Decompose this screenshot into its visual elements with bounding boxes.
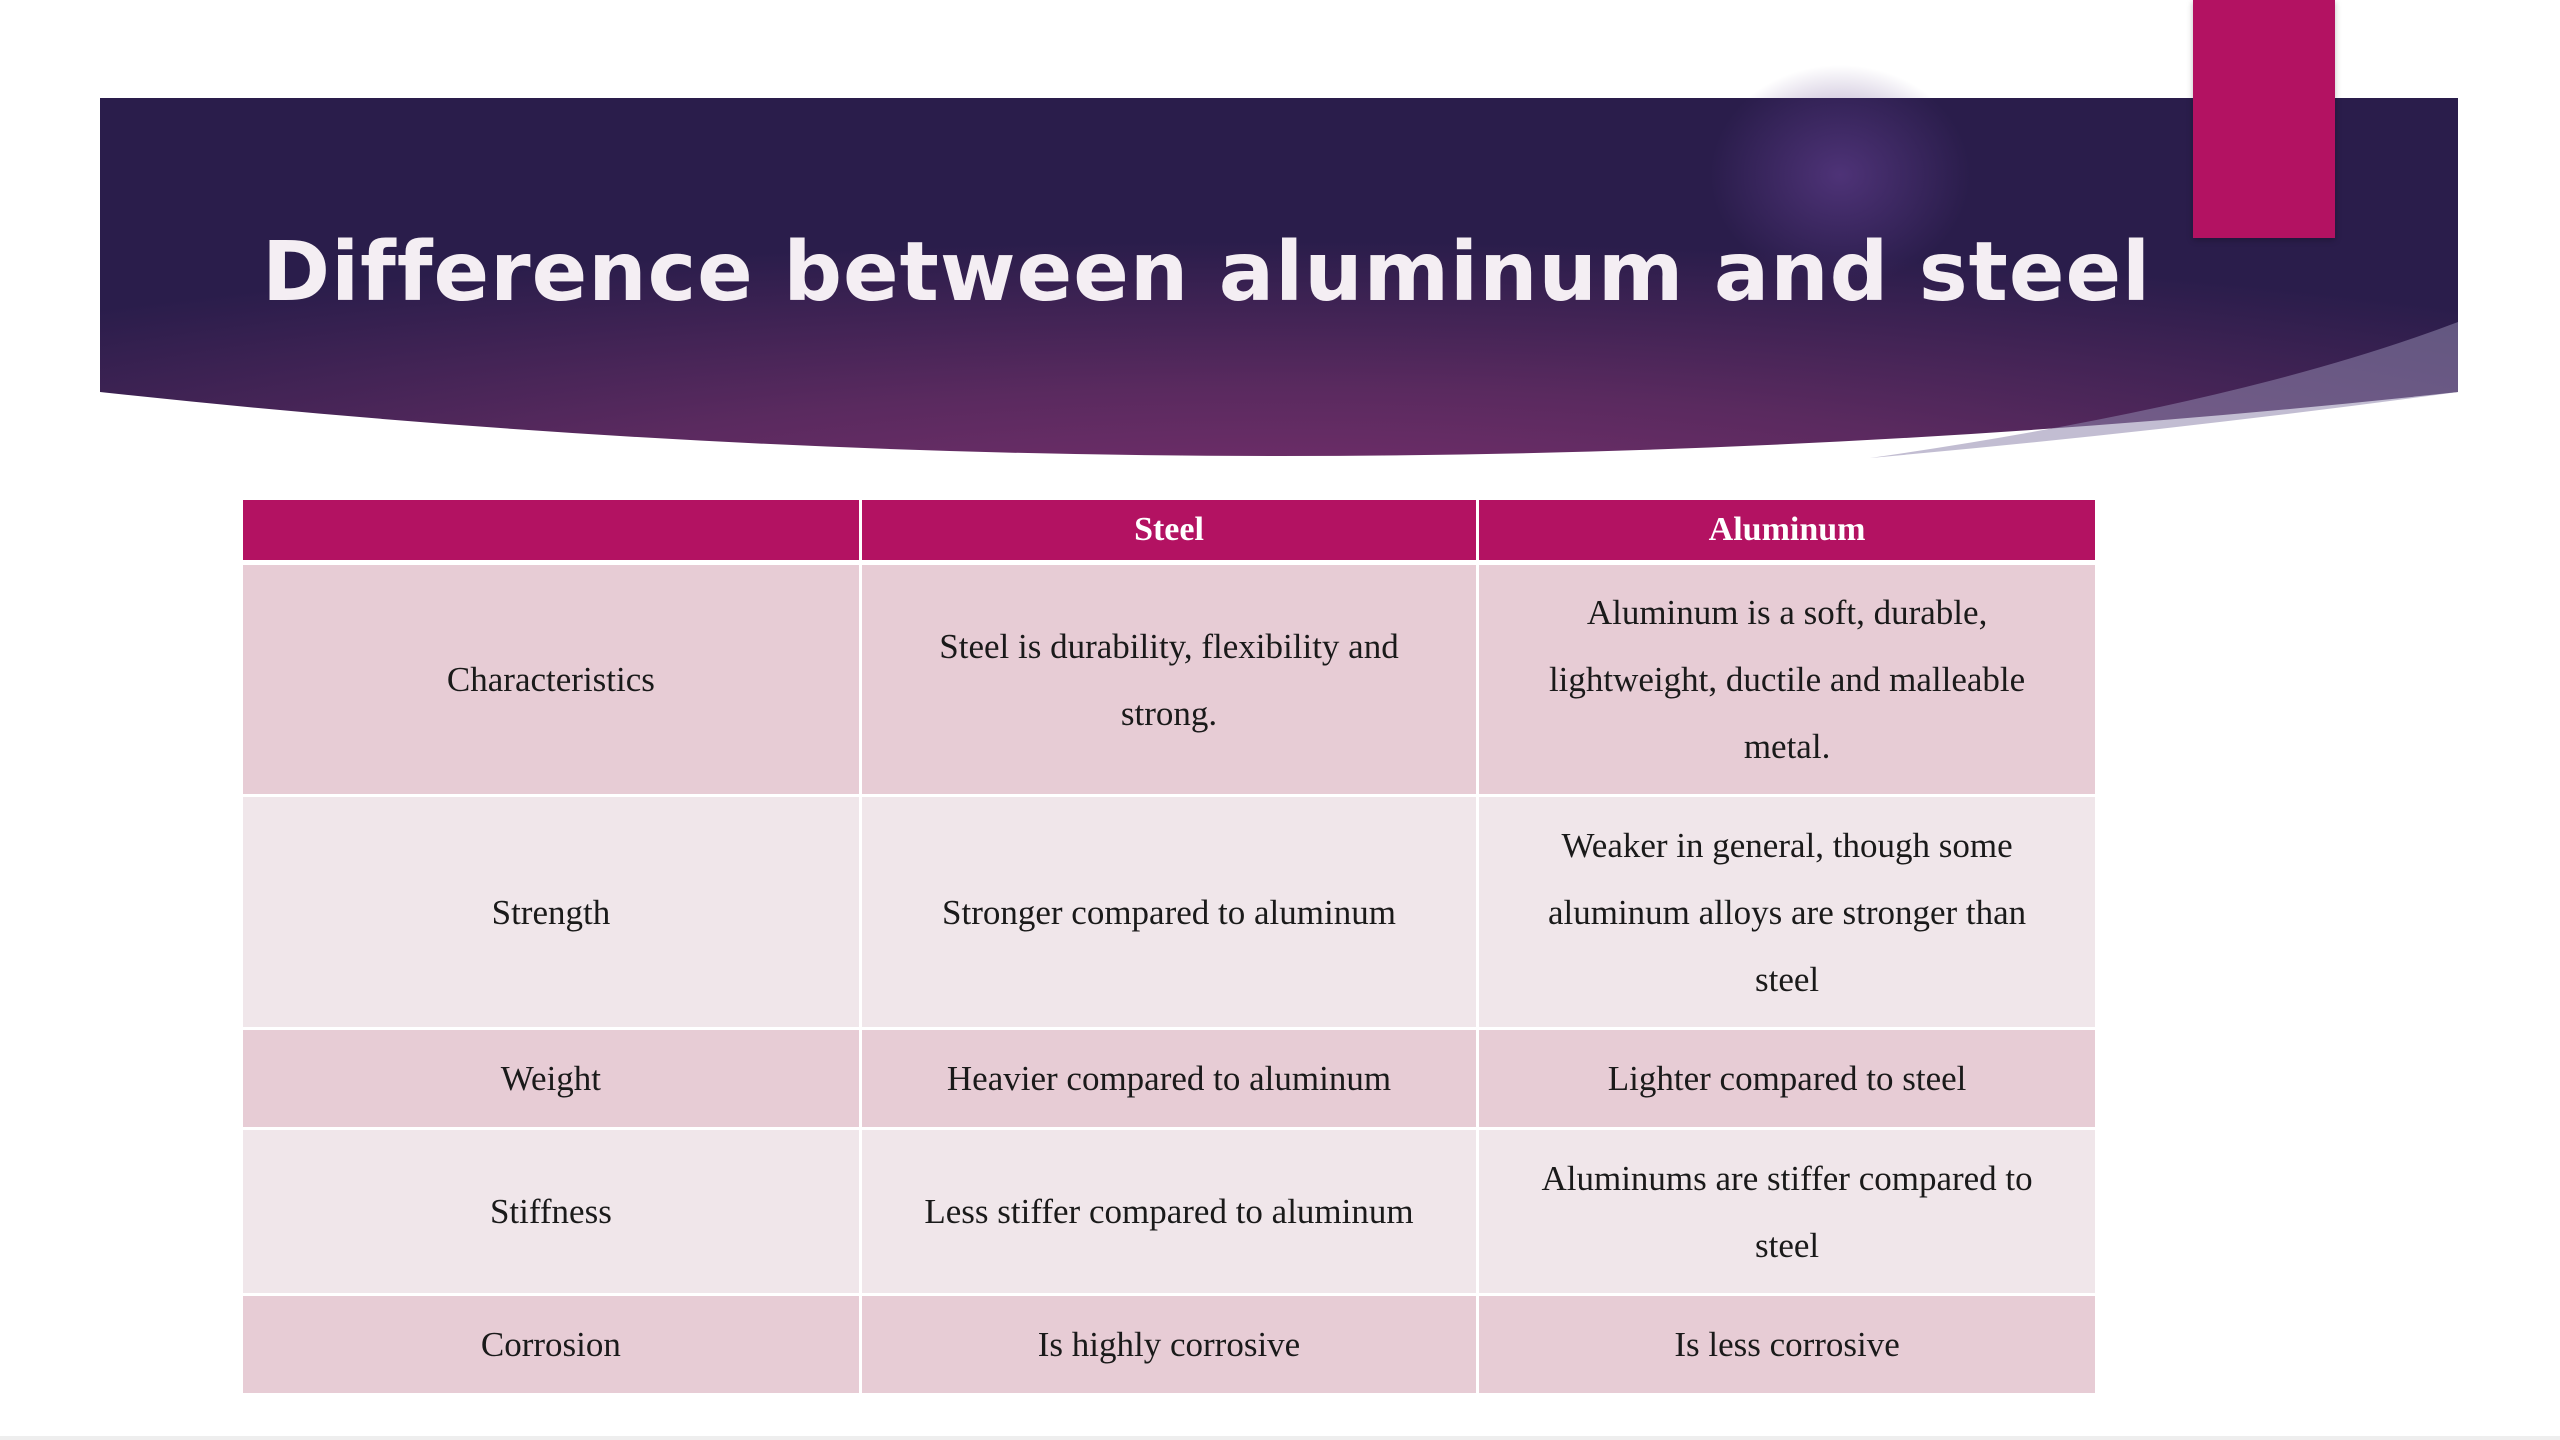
table-row: Corrosion Is highly corrosive Is less co… [243,1294,2095,1396]
table-header-row: Steel Aluminum [243,500,2095,565]
steel-cell: Heavier compared to aluminum [860,1028,1480,1130]
header-cell-blank [243,500,862,565]
header-cell-steel: Steel [860,500,1480,565]
slide-title: Difference between aluminum and steel [262,225,2152,320]
steel-cell: Less stiffer compared to aluminum [860,1128,1480,1296]
aluminum-cell: Aluminums are stiffer compared to steel [1477,1128,2095,1296]
steel-cell: Is highly corrosive [860,1294,1480,1396]
table-row: Stiffness Less stiffer compared to alumi… [243,1128,2095,1296]
row-label-cell: Stiffness [243,1128,862,1296]
table-row: Characteristics Steel is durability, fle… [243,562,2095,797]
row-label-cell: Strength [243,795,862,1030]
steel-cell: Stronger compared to aluminum [860,795,1480,1030]
aluminum-cell: Lighter compared to steel [1477,1028,2095,1130]
steel-cell: Steel is durability, flexibility and str… [860,562,1480,797]
comparison-table: Steel Aluminum Characteristics Steel is … [243,500,2095,1396]
accent-tab [2193,0,2335,238]
aluminum-cell: Weaker in general, though some aluminum … [1477,795,2095,1030]
title-banner [100,65,2458,458]
row-label-cell: Characteristics [243,562,862,797]
row-label-cell: Weight [243,1028,862,1130]
row-label-cell: Corrosion [243,1294,862,1396]
aluminum-cell: Is less corrosive [1477,1294,2095,1396]
table-row: Weight Heavier compared to aluminum Ligh… [243,1028,2095,1130]
aluminum-cell: Aluminum is a soft, durable, lightweight… [1477,562,2095,797]
bottom-divider [0,1436,2560,1440]
header-cell-aluminum: Aluminum [1477,500,2095,565]
table-row: Strength Stronger compared to aluminum W… [243,795,2095,1030]
